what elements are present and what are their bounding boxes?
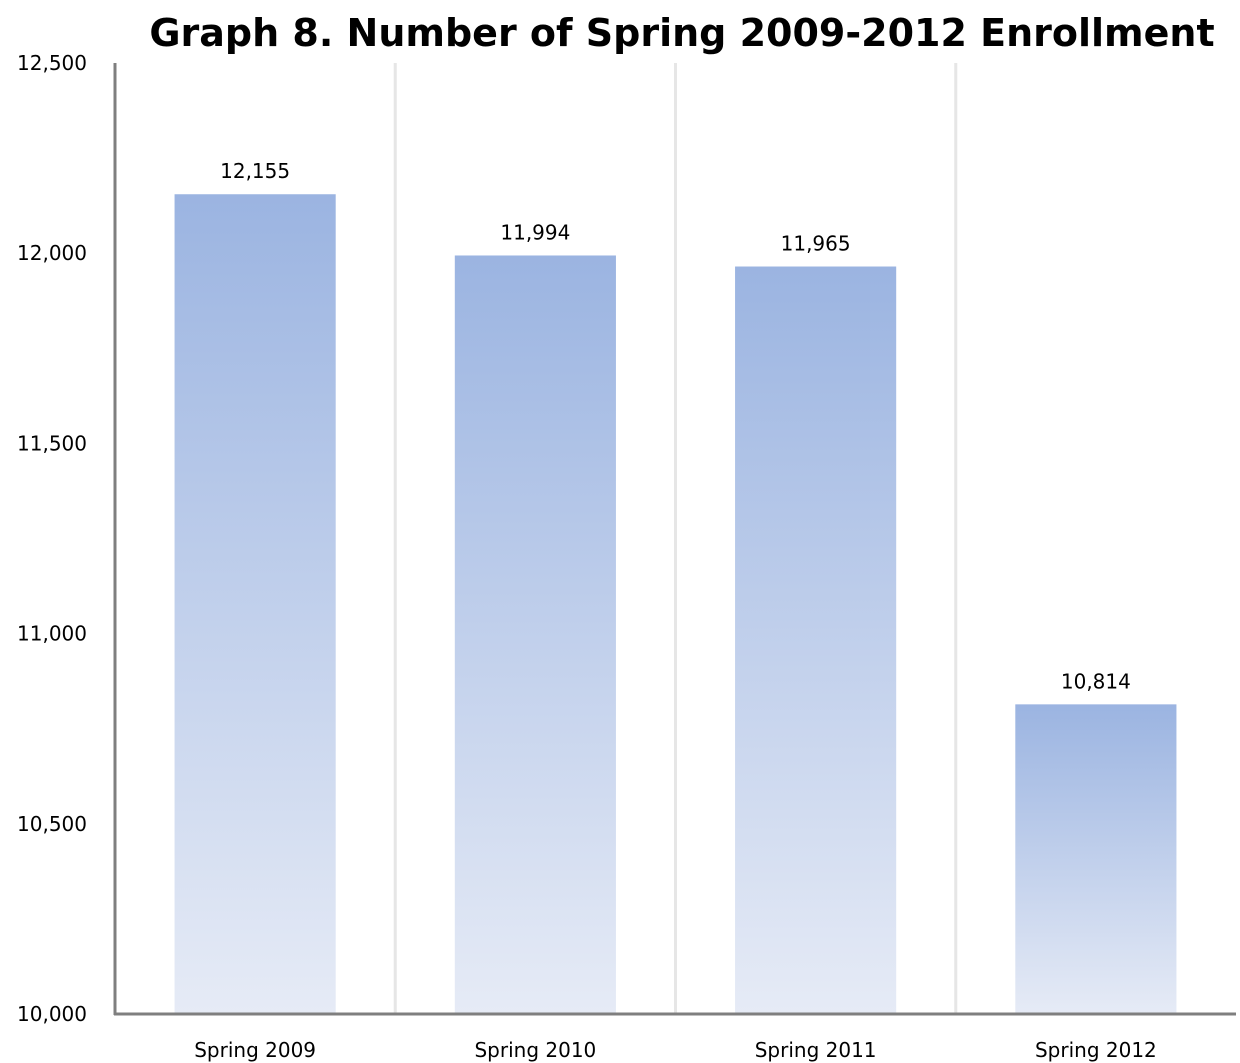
data-label: 11,965 (781, 232, 851, 256)
x-axis-ticks: Spring 2009 Spring 2010 Spring 2011 Spring … (194, 1038, 1157, 1062)
data-label: 12,155 (220, 159, 290, 183)
bar-spring-2012 (1015, 704, 1177, 1014)
y-axis-ticks: 10,000 10,500 11,000 11,500 12,000 12,500 (17, 51, 87, 1026)
x-tick-label: Spring 2011 (755, 1038, 877, 1062)
y-tick-label: 12,000 (17, 241, 87, 265)
y-tick-label: 11,000 (17, 622, 87, 646)
data-labels: 12,155 11,994 11,965 10,814 (220, 159, 1131, 693)
data-label: 10,814 (1061, 669, 1131, 693)
bar-spring-2011 (735, 266, 897, 1014)
bar-spring-2010 (454, 255, 616, 1014)
bar-spring-2009 (174, 194, 336, 1014)
x-tick-label: Spring 2012 (1035, 1038, 1157, 1062)
data-label: 11,994 (500, 220, 570, 244)
y-tick-label: 12,500 (17, 51, 87, 75)
bars (174, 194, 1177, 1014)
x-tick-label: Spring 2010 (474, 1038, 596, 1062)
y-tick-label: 11,500 (17, 431, 87, 455)
y-tick-label: 10,500 (17, 812, 87, 836)
chart-title: Graph 8. Number of Spring 2009-2012 Enro… (149, 11, 1214, 55)
category-separators (393, 63, 958, 1014)
x-tick-label: Spring 2009 (194, 1038, 316, 1062)
y-tick-label: 10,000 (17, 1002, 87, 1026)
